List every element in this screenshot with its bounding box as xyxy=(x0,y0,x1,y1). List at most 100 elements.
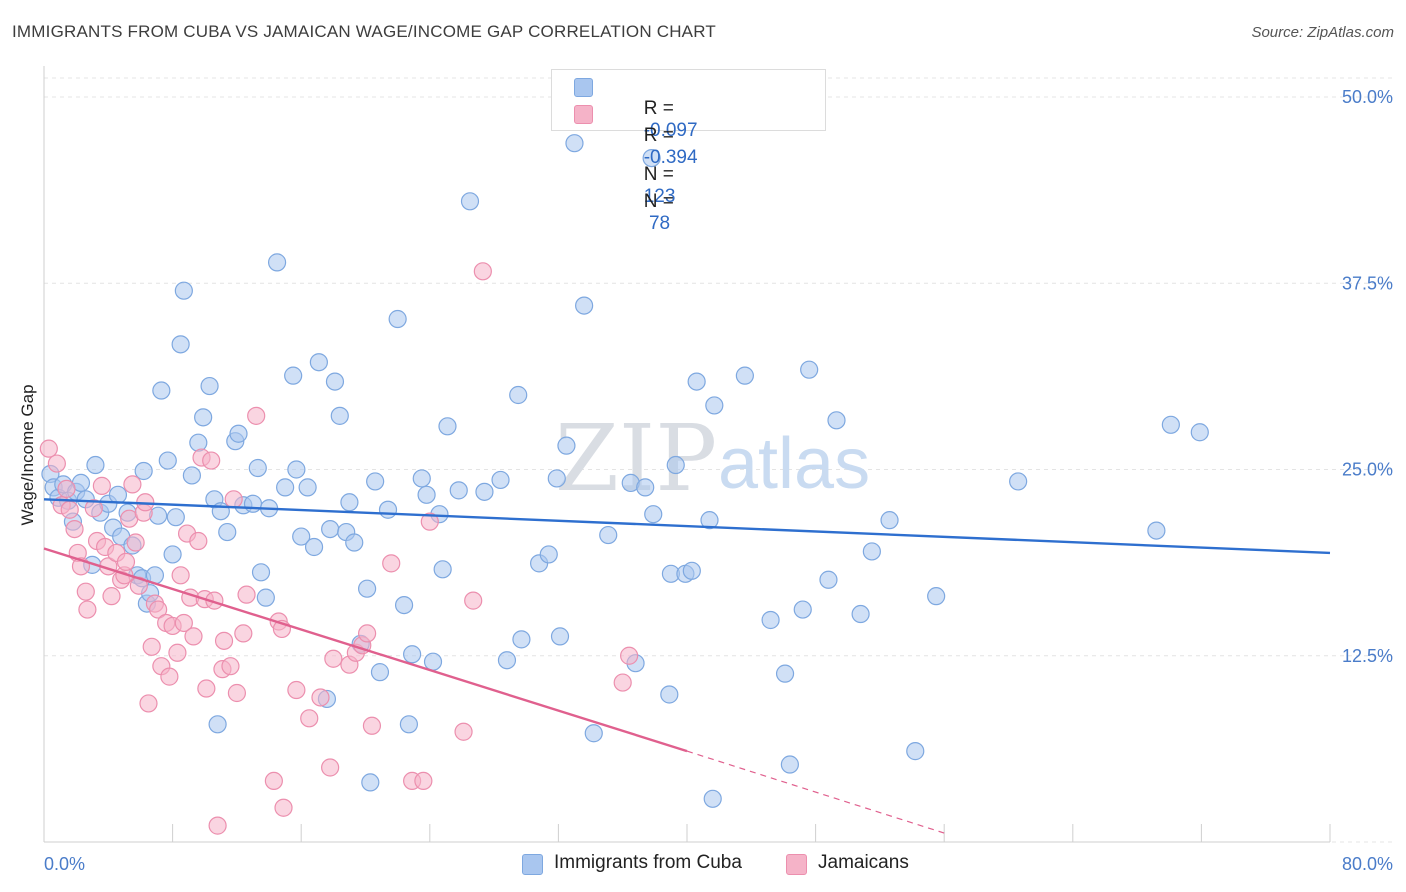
point-cuba xyxy=(182,466,201,485)
point-cuba xyxy=(417,485,436,504)
point-jamaicans xyxy=(620,646,639,665)
x-tick-label: 0.0% xyxy=(44,854,85,874)
y-axis-label: Wage/Income Gap xyxy=(18,384,37,525)
point-cuba xyxy=(166,508,185,527)
point-cuba xyxy=(927,587,946,606)
point-cuba xyxy=(906,742,925,761)
point-cuba xyxy=(321,519,340,539)
point-cuba xyxy=(292,527,311,546)
point-jamaicans xyxy=(311,688,330,707)
point-jamaicans xyxy=(102,587,121,606)
tick-labels: 12.5% 25.0% 37.5% 50.0% 0.0% 80.0% xyxy=(44,87,1393,874)
point-jamaicans xyxy=(39,439,58,458)
point-cuba xyxy=(194,408,213,427)
point-jamaicans xyxy=(168,643,187,662)
point-cuba xyxy=(370,663,390,682)
point-cuba xyxy=(108,485,128,504)
point-cuba xyxy=(345,533,364,552)
stats-legend: R = -0.097 N = 123 R = -0.394 N = 78 xyxy=(551,69,826,234)
point-jamaicans xyxy=(358,624,377,643)
point-jamaicans xyxy=(473,262,492,281)
watermark: ZIP atlas xyxy=(555,405,870,512)
point-jamaicans xyxy=(274,798,293,817)
r-label: R = xyxy=(643,98,674,119)
point-cuba xyxy=(284,366,303,385)
point-cuba xyxy=(208,715,227,734)
legend-swatch-cuba xyxy=(574,78,593,97)
point-jamaicans xyxy=(247,406,266,425)
point-jamaicans xyxy=(189,531,208,551)
point-cuba xyxy=(361,773,380,792)
point-jamaicans xyxy=(454,722,473,741)
point-jamaicans xyxy=(123,475,142,494)
point-cuba xyxy=(248,458,267,478)
point-cuba xyxy=(509,385,528,405)
watermark-zip: ZIP xyxy=(555,405,717,512)
point-cuba xyxy=(189,433,208,452)
point-cuba xyxy=(358,579,377,598)
legend-label-jamaicans: Jamaicans xyxy=(818,852,909,873)
point-jamaicans xyxy=(197,679,216,698)
point-cuba xyxy=(340,493,359,512)
point-cuba xyxy=(666,455,685,475)
point-jamaicans xyxy=(174,613,193,633)
r-value-cuba: -0.097 xyxy=(643,120,698,141)
stats-row-cuba: R = -0.097 N = 123 xyxy=(574,76,698,207)
point-cuba xyxy=(399,715,419,734)
point-cuba xyxy=(703,789,722,808)
point-cuba xyxy=(497,651,517,670)
point-jamaicans xyxy=(126,533,145,552)
point-cuba xyxy=(378,500,398,519)
point-jamaicans xyxy=(300,709,319,728)
y-tick-label: 37.5% xyxy=(1342,273,1393,293)
chart-title: IMMIGRANTS FROM CUBA VS JAMAICAN WAGE/IN… xyxy=(12,22,716,41)
point-jamaicans xyxy=(224,490,243,509)
point-cuba xyxy=(460,192,480,211)
y-tick-label: 12.5% xyxy=(1342,646,1393,666)
point-cuba xyxy=(827,411,846,430)
point-cuba xyxy=(218,522,237,542)
stats-row-jamaicans: R = -0.394 N = 78 xyxy=(574,103,698,234)
point-cuba xyxy=(433,560,452,579)
point-cuba xyxy=(565,134,584,153)
point-cuba xyxy=(1161,415,1180,434)
point-cuba xyxy=(243,494,263,513)
n-label: N = xyxy=(643,164,674,185)
point-cuba xyxy=(403,645,422,664)
point-cuba xyxy=(251,563,271,582)
point-cuba xyxy=(298,478,317,497)
legend-swatch-jamaicans xyxy=(574,105,593,124)
trend-extension-jamaicans xyxy=(686,750,945,834)
point-cuba xyxy=(158,451,177,470)
point-jamaicans xyxy=(116,552,136,571)
point-jamaicans xyxy=(362,716,382,735)
n-value-jamaicans: 78 xyxy=(643,213,671,234)
y-tick-label: 50.0% xyxy=(1342,87,1393,107)
point-cuba xyxy=(800,360,819,379)
point-cuba xyxy=(388,309,407,329)
point-cuba xyxy=(449,481,468,500)
point-jamaicans xyxy=(171,566,190,585)
point-cuba xyxy=(575,296,594,315)
point-jamaicans xyxy=(184,627,203,646)
point-cuba xyxy=(550,627,570,646)
n-value-cuba: 123 xyxy=(643,186,676,207)
point-jamaicans xyxy=(221,657,240,676)
point-cuba xyxy=(642,148,661,168)
point-cuba xyxy=(687,372,706,391)
x-tick-label: 80.0% xyxy=(1342,854,1393,874)
point-cuba xyxy=(705,396,724,415)
point-jamaicans xyxy=(149,600,168,619)
point-jamaicans xyxy=(382,554,401,573)
point-jamaicans xyxy=(321,758,340,777)
point-cuba xyxy=(682,561,701,580)
point-cuba xyxy=(174,281,193,300)
point-cuba xyxy=(780,755,799,774)
point-cuba xyxy=(761,610,780,630)
legend-swatch-cuba xyxy=(522,854,543,875)
point-cuba xyxy=(851,604,870,624)
point-cuba xyxy=(644,505,663,524)
point-jamaicans xyxy=(78,600,97,619)
point-jamaicans xyxy=(237,585,256,604)
